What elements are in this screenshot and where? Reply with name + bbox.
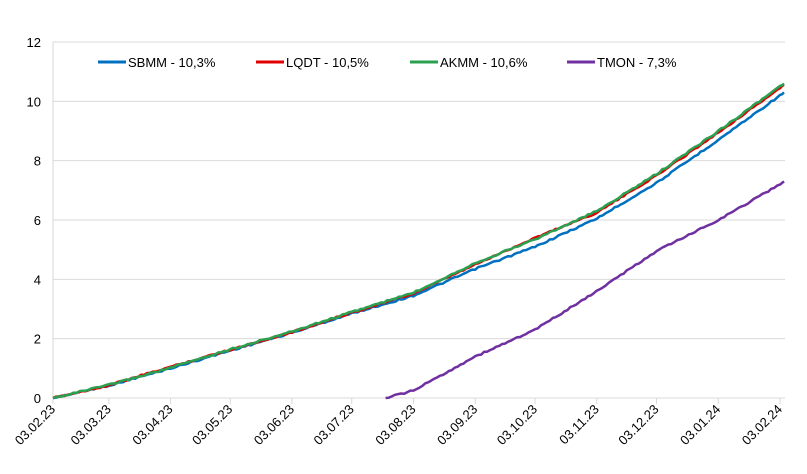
x-tick-label: 03.04.23: [129, 402, 175, 448]
grid-lines: [53, 41, 785, 340]
series-line-2: [52, 82, 785, 400]
tick-labels: 0 2 4 6 8 10 12 03.02.23 03.03.23 03.04.23 03.05.2…: [12, 35, 785, 448]
x-tick-label: 03.06.23: [251, 402, 297, 448]
x-tick-label: 03.05.23: [189, 402, 235, 448]
series-line-3: [385, 180, 785, 400]
y-tick-label: 8: [34, 154, 41, 169]
x-tick-label: 03.07.23: [310, 402, 356, 448]
legend-label-2: AKMM - 10,6%: [440, 55, 528, 70]
y-tick-label: 4: [34, 272, 41, 287]
series-lines: [52, 82, 785, 400]
legend-label-1: LQDT - 10,5%: [286, 55, 369, 70]
x-tick-label: 03.09.23: [434, 402, 480, 448]
legend: SBMM - 10,3% LQDT - 10,5% AKMM - 10,6% TMON…: [98, 55, 677, 70]
y-tick-label: 2: [34, 332, 41, 347]
series-line-0: [52, 91, 785, 400]
legend-label-0: SBMM - 10,3%: [128, 55, 216, 70]
x-tick-label: 03.08.23: [372, 402, 418, 448]
y-tick-label: 12: [27, 35, 41, 50]
x-tick-label: 03.02.23: [12, 402, 58, 448]
x-tick-label: 03.12.23: [615, 402, 661, 448]
x-tick-label: 03.10.23: [494, 402, 540, 448]
axes: [52, 42, 785, 404]
x-tick-label: 03.01.24: [677, 402, 723, 448]
legend-label-3: TMON - 7,3%: [597, 55, 677, 70]
x-tick-label: 03.02.24: [739, 402, 785, 448]
y-tick-label: 10: [27, 94, 41, 109]
y-tick-label: 0: [34, 391, 41, 406]
x-tick-label: 03.03.23: [67, 402, 113, 448]
y-tick-label: 6: [34, 213, 41, 228]
x-tick-label: 03.11.23: [556, 402, 602, 448]
